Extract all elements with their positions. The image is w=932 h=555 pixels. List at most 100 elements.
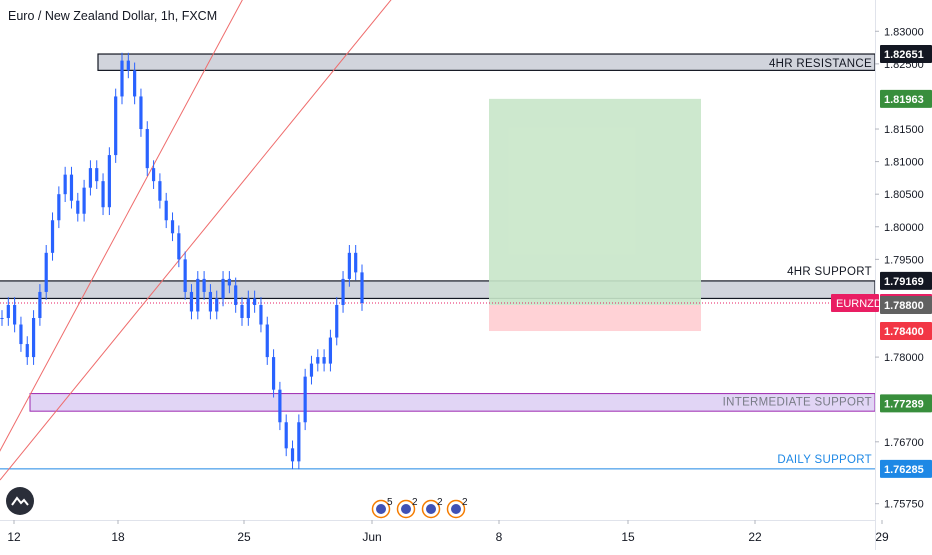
economic-event-badge[interactable]: 2 [421,497,444,519]
candle [189,291,194,312]
candle [133,70,137,97]
stop-loss-zone[interactable] [489,304,701,332]
candle [297,422,301,462]
candle [151,168,156,182]
candle [126,60,130,71]
price-tag-box [880,271,932,290]
candle [107,155,111,208]
candle [208,291,213,312]
trend-line[interactable] [0,0,395,481]
candle [31,317,36,358]
candle [278,389,282,423]
candle [322,357,326,364]
event-count: 2 [462,497,468,508]
price-tag[interactable]: 1.77289 [880,394,932,413]
candle [360,272,364,304]
price-tag[interactable]: 1.78800 [880,295,932,314]
price-tag-label: 1.76285 [884,464,924,476]
price-tag-box [880,459,932,478]
economic-event-badge[interactable]: 2 [446,497,469,519]
support-label: 4HR SUPPORT [787,266,872,278]
candle [303,376,307,423]
candle [253,298,257,305]
candle [341,278,345,305]
candle [196,278,200,312]
profit-zone[interactable] [489,98,701,305]
price-tag[interactable]: 1.81963 [880,89,932,108]
candle [88,168,93,188]
x-tick-label: 25 [237,530,251,544]
trend-line[interactable] [0,0,245,460]
x-tick-label: 15 [621,530,635,544]
y-tick-label: 1.80000 [884,222,924,234]
candle [95,168,99,182]
candle [259,304,263,325]
candle [120,60,124,97]
candle [63,174,67,195]
candle [25,344,29,358]
tradingview-logo-icon[interactable] [6,487,34,515]
event-count: 2 [412,497,418,508]
candle [13,304,17,325]
event-flag-icon [426,504,436,514]
price-tag-label: 1.82651 [884,49,924,61]
candle [271,357,276,390]
candle [335,304,339,338]
intermediate-support-label: INTERMEDIATE SUPPORT [723,397,872,409]
price-tag[interactable]: 1.82651 [880,45,932,64]
support-zone[interactable] [0,280,876,300]
candle [76,200,80,214]
y-tick-label: 1.81000 [884,157,924,169]
x-tick-label: 12 [7,530,21,544]
y-tick-label: 1.78000 [884,352,924,364]
candle [44,252,48,292]
candle [215,298,219,312]
candle [177,233,181,260]
candle [101,181,105,208]
price-tag[interactable]: 1.76285 [880,459,932,478]
y-tick-label: 1.75750 [884,499,924,511]
candle [347,252,351,279]
price-tag[interactable]: 1.78400 [880,322,932,341]
symbol-tag-label: EURNZD [836,298,882,310]
x-tick-label: Jun [362,530,381,544]
candle [246,298,250,318]
candle [309,363,314,377]
economic-event-badge[interactable]: 2 [396,497,419,519]
candle [164,200,168,221]
x-tick-label: 18 [111,530,125,544]
x-tick-label: 22 [748,530,762,544]
resistance-zone[interactable] [97,53,876,71]
daily-support-label: DAILY SUPPORT [777,454,872,466]
candle [354,252,358,273]
event-count: 5 [387,497,393,508]
price-tag-box [880,394,932,413]
symbol-title: Euro / New Zealand Dollar, 1h, FXCM [8,9,218,23]
candle [316,357,320,364]
candle [290,448,295,462]
candle [82,187,86,214]
candle [170,220,175,234]
candle [284,422,288,449]
event-flag-icon [401,504,411,514]
price-tag[interactable]: 1.79169 [880,271,932,290]
y-tick-label: 1.81500 [884,124,924,136]
resistance-label: 4HR RESISTANCE [769,58,872,70]
candle [183,259,187,292]
price-tag-box [880,322,932,341]
y-tick-label: 1.79500 [884,254,924,266]
event-count: 2 [437,497,443,508]
price-tag-box [880,89,932,108]
price-tag-label: 1.77289 [884,398,924,410]
price-tag-label: 1.78800 [884,300,924,312]
economic-event-badge[interactable]: 5 [371,497,394,519]
candle [240,304,244,318]
price-tag-label: 1.81963 [884,94,924,106]
symbol-tag-box [831,294,879,313]
candle [265,324,269,358]
candle [38,291,42,318]
candle [69,174,74,201]
event-flag-icon [376,504,386,514]
